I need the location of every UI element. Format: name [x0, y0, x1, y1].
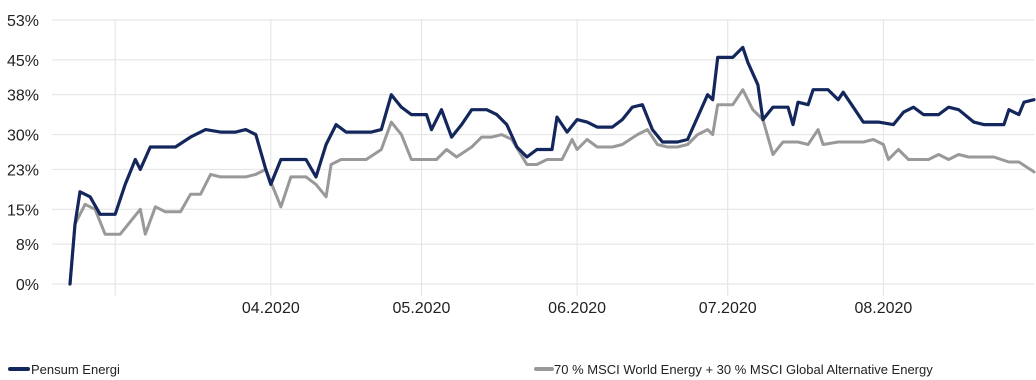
x-tick-label: 08.2020	[854, 300, 912, 317]
series-line-benchmark	[68, 88, 1036, 286]
legend-label: 70 % MSCI World Energy + 30 % MSCI Globa…	[554, 362, 933, 377]
series-line-pensum-energi	[68, 45, 1036, 286]
y-tick-label: 23%	[7, 162, 39, 179]
x-tick-label: 06.2020	[548, 300, 606, 317]
y-tick-label: 0%	[16, 277, 39, 294]
x-tick-label: 04.2020	[242, 300, 300, 317]
legend-item-pensum-energi: Pensum Energi	[8, 362, 120, 377]
legend: Pensum Energi 70 % MSCI World Energy + 3…	[8, 362, 933, 377]
y-axis: 0% 8% 15% 23% 30% 38% 45% 53%	[7, 13, 39, 294]
legend-item-benchmark: 70 % MSCI World Energy + 30 % MSCI Globa…	[534, 362, 933, 377]
y-tick-label: 30%	[7, 128, 39, 145]
y-tick-label: 53%	[7, 13, 39, 30]
series-lines	[68, 45, 1036, 286]
x-tick-label: 07.2020	[699, 300, 757, 317]
legend-label: Pensum Energi	[31, 362, 120, 377]
y-tick-label: 45%	[7, 53, 39, 70]
gridlines	[52, 19, 1034, 296]
x-tick-label: 05.2020	[393, 300, 451, 317]
y-tick-label: 15%	[7, 202, 39, 219]
x-axis: 04.2020 05.2020 06.2020 07.2020 08.2020	[242, 300, 912, 317]
y-tick-label: 8%	[16, 237, 39, 254]
y-tick-label: 38%	[7, 88, 39, 105]
